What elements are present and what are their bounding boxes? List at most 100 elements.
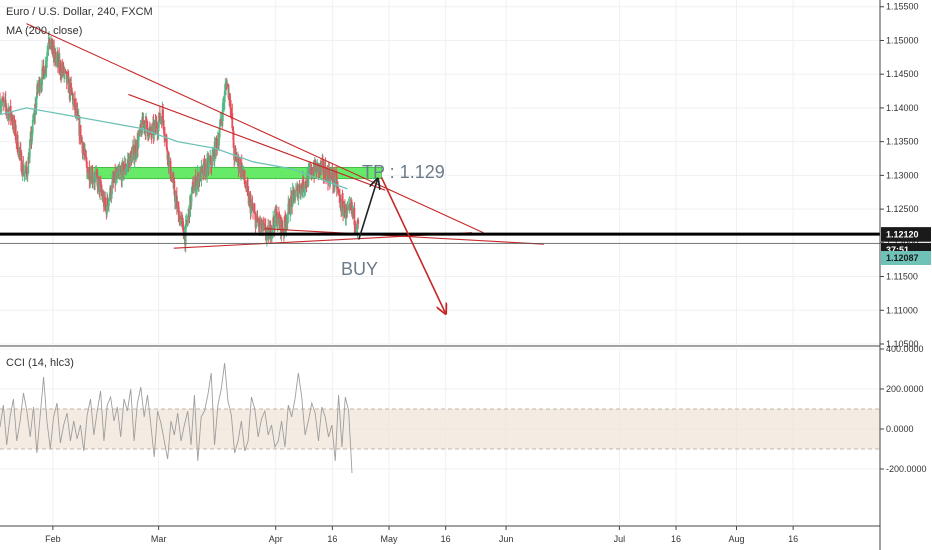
candle-body	[262, 223, 265, 226]
candle-body	[236, 160, 239, 163]
candle-body	[211, 156, 214, 167]
candle-body	[106, 198, 109, 206]
candle-body	[181, 217, 183, 219]
candle-body	[221, 103, 224, 121]
candle-body	[190, 193, 193, 206]
candle-body	[84, 150, 87, 157]
candle-body	[208, 160, 210, 169]
cci-band	[0, 409, 880, 449]
candle-body	[42, 66, 45, 71]
cci-axis-label: 0.0000	[886, 424, 914, 434]
candle-body	[289, 213, 292, 215]
candle-body	[193, 184, 196, 191]
ma-legend[interactable]: MA (200, close)	[6, 25, 82, 37]
trend-line-inner-resistance	[128, 93, 386, 191]
candle-body	[72, 100, 75, 105]
candle-body	[2, 98, 5, 102]
candle-body	[235, 155, 238, 163]
candle-body	[218, 137, 220, 146]
candle-body	[192, 190, 195, 193]
candle-body	[270, 236, 273, 238]
candle-body	[99, 183, 102, 185]
candle-body	[333, 173, 336, 186]
candle-body	[88, 168, 91, 181]
candle-body	[294, 196, 297, 201]
candle-body	[106, 198, 108, 214]
candle-body	[5, 106, 8, 111]
candle-body	[297, 190, 300, 199]
candle-body	[324, 166, 327, 178]
candle-body	[26, 173, 29, 176]
candle-body	[111, 177, 114, 183]
candle-body	[157, 131, 159, 133]
symbol-title: Euro / U.S. Dollar, 240, FXCM	[6, 6, 153, 18]
candle-body	[345, 208, 348, 218]
candle-body	[182, 221, 185, 232]
candle-body	[116, 172, 118, 178]
candle-body	[232, 130, 235, 148]
candle-body	[150, 127, 152, 135]
trend-line-breakdown	[264, 228, 544, 245]
candle-body	[25, 167, 28, 175]
candle-body	[133, 144, 135, 160]
time-axis-label: May	[381, 534, 399, 544]
candle-body	[277, 213, 280, 219]
candle-body	[124, 169, 127, 171]
candle-body	[43, 76, 46, 79]
candle-body	[135, 145, 137, 156]
candle-body	[194, 177, 197, 192]
candle-body	[230, 108, 232, 110]
candle-body	[203, 162, 205, 175]
time-axis-label: 16	[671, 534, 681, 544]
candle-body	[238, 168, 241, 170]
candle-body	[80, 137, 83, 142]
candle-body	[293, 189, 295, 195]
candle-body	[206, 159, 208, 176]
candle-body	[148, 128, 151, 138]
candle-body	[192, 182, 195, 193]
candle-body	[110, 194, 113, 198]
candle-body	[255, 219, 258, 228]
candle-body	[231, 112, 234, 128]
time-axis-label: Aug	[728, 534, 744, 544]
price-axis-label: 1.14500	[886, 69, 919, 79]
candle-body	[300, 184, 303, 188]
candle-body	[203, 162, 206, 164]
candle-body	[135, 153, 138, 156]
candle-body	[3, 101, 6, 103]
time-axis-label: Apr	[269, 534, 283, 544]
candle-body	[288, 202, 291, 214]
candle-body	[331, 172, 334, 181]
candle-body	[31, 133, 34, 141]
candle-body	[104, 205, 107, 208]
candle-body	[131, 148, 134, 153]
candle-body	[112, 177, 115, 180]
candle-body	[162, 120, 165, 131]
symbol-legend[interactable]: Euro / U.S. Dollar, 240, FXCM	[6, 6, 153, 18]
candle-body	[63, 70, 66, 73]
candle-body	[169, 160, 172, 178]
candle-body	[113, 179, 115, 181]
candle-body	[195, 186, 198, 192]
candle-body	[109, 187, 112, 198]
candle-body	[189, 196, 192, 218]
cci-line	[0, 362, 353, 474]
candle-body	[32, 119, 35, 121]
cci-legend[interactable]: CCI (14, hlc3)	[6, 357, 74, 369]
candle-body	[67, 75, 69, 77]
candle-body	[316, 163, 319, 165]
candle-body	[347, 207, 349, 210]
candle-body	[208, 160, 211, 162]
candle-body	[347, 205, 350, 208]
price-axis-label: 1.13500	[886, 137, 919, 147]
candle-body	[341, 198, 344, 201]
candle-body	[219, 119, 222, 127]
candle-body	[91, 172, 94, 182]
candle-body	[165, 138, 168, 150]
candle-body	[8, 112, 11, 120]
candle-body	[234, 149, 237, 153]
buy-arrow	[358, 179, 378, 240]
candle-body	[209, 156, 212, 165]
